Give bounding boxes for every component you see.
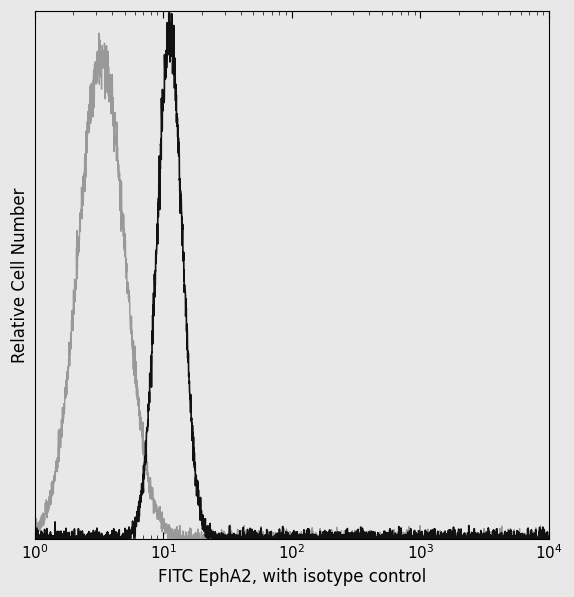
X-axis label: FITC EphA2, with isotype control: FITC EphA2, with isotype control <box>158 568 426 586</box>
Y-axis label: Relative Cell Number: Relative Cell Number <box>11 187 29 363</box>
